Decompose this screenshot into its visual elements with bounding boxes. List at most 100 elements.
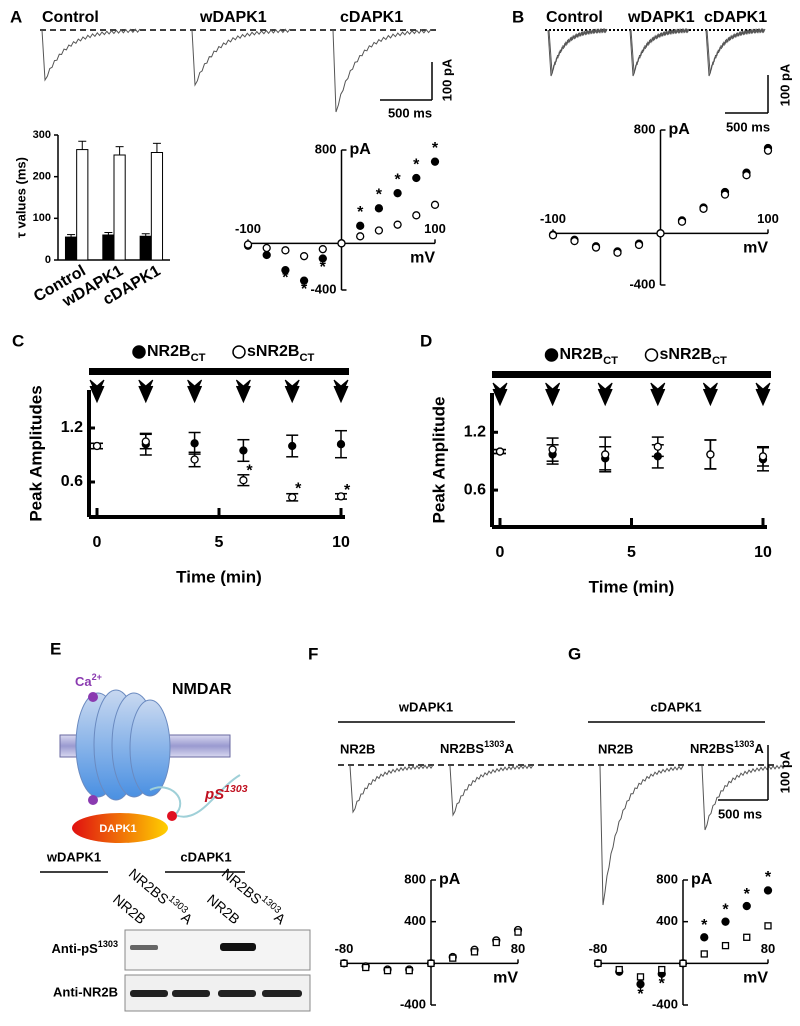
panel-label: G — [568, 644, 581, 663]
receptor-subunit — [129, 699, 171, 797]
y-tick-label: 200 — [33, 171, 51, 183]
marker — [393, 189, 402, 198]
y-tick-label: -400 — [652, 996, 678, 1011]
marker — [190, 439, 199, 448]
marker — [763, 146, 773, 155]
trace-label-after: A — [504, 741, 514, 756]
band — [218, 990, 256, 997]
panel-label: D — [420, 331, 432, 350]
marker — [340, 959, 348, 967]
annotation: * — [659, 975, 666, 992]
legend-marker — [232, 345, 246, 359]
marker — [356, 232, 365, 241]
row-label: Anti-NR2B — [53, 984, 118, 999]
marker — [658, 965, 666, 974]
panel-label: A — [10, 7, 22, 26]
annotation: * — [637, 986, 644, 1003]
legend-label: sNR2BCT — [660, 346, 728, 367]
bar — [139, 235, 152, 261]
marker — [383, 966, 392, 975]
marker — [720, 190, 730, 199]
legend-label: sNR2BCT — [247, 343, 315, 364]
site-label-before: pS — [204, 786, 224, 803]
y-tick-label: 1.2 — [464, 423, 486, 440]
current-trace — [349, 764, 434, 814]
ion-label: Ca2+ — [75, 672, 102, 689]
marker — [601, 450, 610, 459]
stimulus-arrow — [755, 382, 771, 407]
marker — [615, 965, 623, 974]
panel-label: F — [308, 644, 318, 663]
current-trace — [191, 28, 291, 87]
marker — [430, 157, 440, 166]
current-trace — [547, 27, 607, 77]
marker — [548, 231, 558, 240]
y-axis-label: Peak Amplitudes — [26, 385, 45, 521]
group-label: cDAPK1 — [650, 699, 701, 714]
y-axis-label: pA — [691, 871, 713, 888]
y-axis-label: pA — [669, 121, 691, 138]
marker — [243, 240, 253, 249]
annotation: * — [701, 917, 708, 934]
x-tick-label: 80 — [511, 941, 525, 956]
legend-name: sNR2B — [660, 346, 712, 363]
marker — [141, 437, 150, 446]
x-tick-label: 5 — [627, 544, 636, 561]
annotation: * — [744, 886, 751, 903]
annotation: * — [246, 462, 253, 479]
annotation: * — [357, 204, 364, 221]
marker — [743, 933, 751, 941]
stimulus-arrow — [333, 379, 349, 404]
stimulus-arrow — [138, 379, 154, 404]
marker — [742, 901, 751, 911]
stimulus-arrow — [492, 382, 508, 407]
marker — [548, 445, 557, 454]
marker — [239, 476, 248, 485]
marker — [492, 938, 500, 947]
current-trace — [41, 28, 141, 82]
current-trace — [630, 27, 690, 74]
panel-label: B — [512, 7, 524, 26]
x-tick-label: 10 — [332, 534, 350, 551]
marker — [190, 455, 199, 464]
marker — [764, 922, 772, 930]
trace-label-sup: 1303 — [734, 739, 754, 749]
marker — [427, 959, 435, 967]
marker — [412, 211, 421, 220]
y-tick-label: 1.2 — [61, 419, 83, 436]
y-axis-label: pA — [439, 871, 461, 888]
trace-label: NR2BS1303A — [690, 739, 764, 756]
x-tick-label: 5 — [215, 534, 224, 551]
legend-name: sNR2B — [247, 343, 299, 360]
marker — [699, 204, 708, 213]
lane-label: NR2B — [204, 891, 243, 927]
band — [130, 945, 158, 950]
marker — [430, 200, 440, 209]
legend-subscript: CT — [712, 355, 727, 367]
receptor-label: NMDAR — [172, 681, 232, 698]
stimulus-arrow — [89, 379, 105, 404]
bar — [150, 152, 164, 261]
marker — [299, 252, 309, 261]
trace-label: cDAPK1 — [340, 9, 403, 26]
phospho-site — [167, 811, 177, 821]
marker — [405, 966, 413, 975]
x-tick-label: 80 — [761, 941, 775, 956]
stimulus-arrow — [284, 379, 300, 404]
marker — [594, 959, 602, 967]
legend-subscript: CT — [299, 352, 314, 364]
marker — [336, 440, 346, 449]
panel-label: C — [12, 331, 24, 350]
x-axis-label: Time (min) — [176, 567, 262, 586]
marker — [742, 171, 751, 180]
marker — [706, 450, 715, 459]
annotation: * — [344, 482, 351, 499]
marker — [281, 266, 290, 275]
annotation: * — [765, 869, 772, 886]
marker — [470, 948, 479, 956]
current-trace — [332, 28, 432, 113]
scale-label: 100 pA — [439, 58, 454, 101]
marker — [634, 240, 644, 250]
marker — [721, 917, 730, 926]
